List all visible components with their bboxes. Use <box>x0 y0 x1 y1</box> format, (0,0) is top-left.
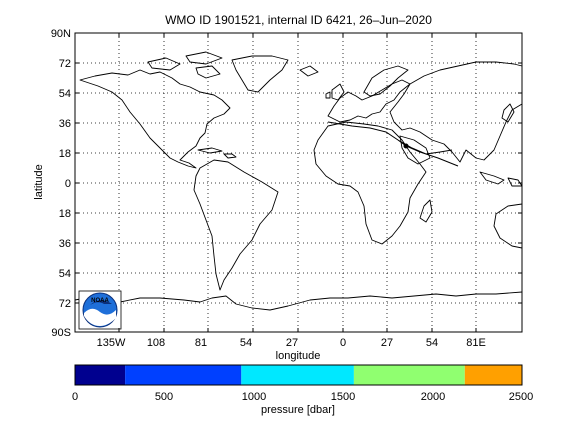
map-frame <box>74 32 523 333</box>
x-tick-label: 27 <box>381 337 393 349</box>
noaa-logo-text: NOAA <box>91 298 109 304</box>
x-tick-label: 0 <box>340 337 346 349</box>
coast-africa <box>313 121 427 245</box>
x-axis-label: longitude <box>276 350 321 362</box>
coast-arabia <box>399 135 431 165</box>
noaa-logo-bird <box>90 300 112 305</box>
colorbar-tick-label: 2000 <box>421 391 445 403</box>
colorbar-tick-label: 1500 <box>331 391 355 403</box>
coast-japan <box>501 103 515 123</box>
float-position-marker <box>403 143 409 149</box>
x-tick-label: 54 <box>426 337 438 349</box>
y-tick-label: 36 <box>59 118 71 130</box>
colorbar-tick-label: 1000 <box>242 391 266 403</box>
colorbar-frame <box>74 364 523 386</box>
y-tick-label: 54 <box>59 268 71 280</box>
x-tick-label: 81 <box>195 337 207 349</box>
colorbar-segment <box>125 365 242 385</box>
noaa-logo-wave <box>84 308 116 326</box>
colorbar-tick-labels: 0 500 1000 1500 2000 2500 <box>72 391 533 403</box>
colorbar-tick-label: 500 <box>155 391 173 403</box>
coast-antarctica <box>74 291 523 311</box>
x-tick-labels: 135W 108 81 54 27 0 27 54 81E <box>97 337 486 349</box>
colorbar-segments <box>75 365 522 385</box>
y-tick-labels: 90N 72 54 36 18 0 18 36 54 72 90S <box>51 28 71 339</box>
float-track <box>327 121 459 167</box>
coast-australia <box>493 203 523 249</box>
colorbar-segment <box>75 365 126 385</box>
coast-arctic-islands <box>147 51 319 79</box>
coast-north-america <box>79 69 231 169</box>
y-tick-label: 54 <box>59 88 71 100</box>
x-tick-label: 54 <box>240 337 252 349</box>
y-axis-label: latitude <box>33 164 45 199</box>
x-tick-label: 27 <box>286 337 298 349</box>
colorbar-tick-label: 2500 <box>509 391 533 403</box>
colorbar-label: pressure [dbar] <box>261 404 335 416</box>
coast-british-isles <box>325 83 345 101</box>
x-tick-label: 81E <box>466 337 486 349</box>
y-tick-label: 18 <box>59 208 71 220</box>
coast-indonesia <box>479 171 523 187</box>
map-tick-marks <box>75 33 522 332</box>
map-grid <box>75 33 522 332</box>
colorbar-segment <box>241 365 354 385</box>
y-tick-label: 72 <box>59 298 71 310</box>
x-tick-label: 135W <box>97 337 126 349</box>
y-tick-label: 18 <box>59 148 71 160</box>
y-tick-label: 72 <box>59 58 71 70</box>
map-axes: NOAA <box>33 28 523 362</box>
coast-greenland <box>231 55 289 93</box>
noaa-logo: NOAA <box>78 290 122 330</box>
figure-title: WMO ID 1901521, internal ID 6421, 26–Jun… <box>165 13 432 27</box>
y-tick-label: 90N <box>51 28 71 40</box>
coastlines <box>74 51 523 311</box>
colorbar-tick-label: 0 <box>72 391 78 403</box>
coast-madagascar <box>419 199 433 223</box>
colorbar-segment <box>353 365 465 385</box>
y-tick-label: 36 <box>59 238 71 250</box>
coast-south-america <box>193 159 279 291</box>
y-tick-label: 0 <box>65 178 71 190</box>
x-tick-label: 108 <box>147 337 165 349</box>
coast-caribbean <box>197 147 237 159</box>
y-tick-label: 90S <box>51 327 71 339</box>
colorbar: 0 500 1000 1500 2000 2500 pressure [dbar… <box>72 364 533 416</box>
coast-scandinavia <box>363 65 409 97</box>
colorbar-segment <box>464 365 522 385</box>
coast-asia <box>389 61 523 163</box>
